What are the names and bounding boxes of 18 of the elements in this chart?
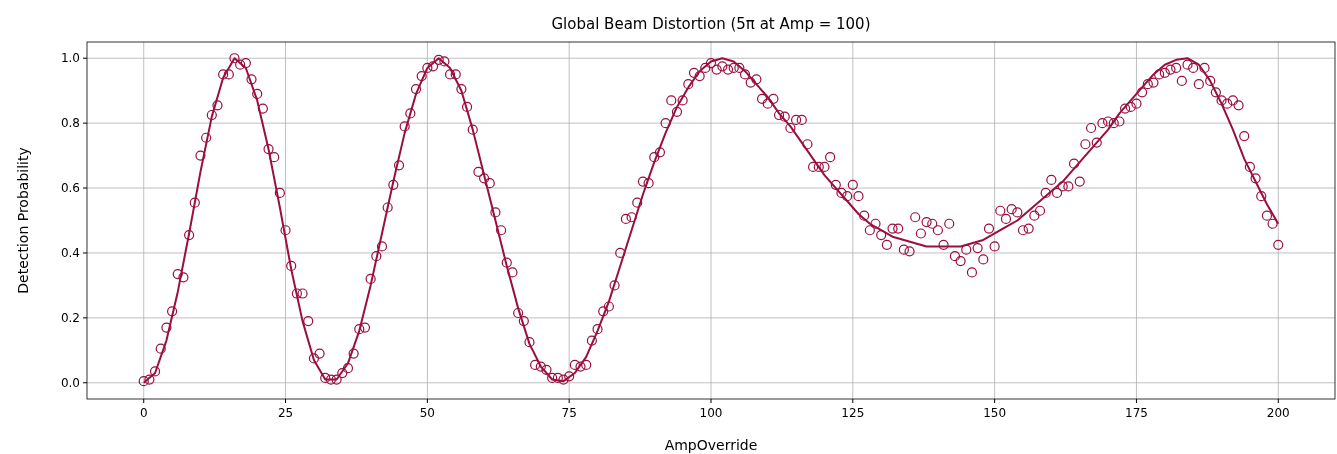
y-tick-label: 0.0 [60, 375, 80, 390]
chart-title: Global Beam Distortion (5π at Amp = 100) [551, 15, 871, 33]
y-tick-label: 0.2 [60, 310, 80, 325]
y-axis-title: Detection Probability [15, 147, 31, 294]
y-tick-label: 1.0 [60, 51, 80, 66]
x-tick-label: 125 [841, 406, 865, 420]
x-tick-label: 50 [419, 406, 435, 420]
y-tick-label: 0.6 [60, 181, 80, 196]
x-tick-label: 100 [699, 406, 723, 420]
x-tick-label: 75 [561, 406, 577, 420]
y-tick-label: 0.4 [60, 245, 80, 260]
x-tick-label: 150 [983, 406, 1007, 420]
x-tick-label: 200 [1266, 406, 1290, 420]
x-tick-label: 175 [1125, 406, 1148, 420]
x-tick-label: 25 [277, 406, 294, 420]
y-tick-label: 0.8 [60, 116, 80, 131]
x-axis-title: AmpOverride [664, 437, 758, 453]
x-tick-label: 0 [139, 406, 148, 420]
